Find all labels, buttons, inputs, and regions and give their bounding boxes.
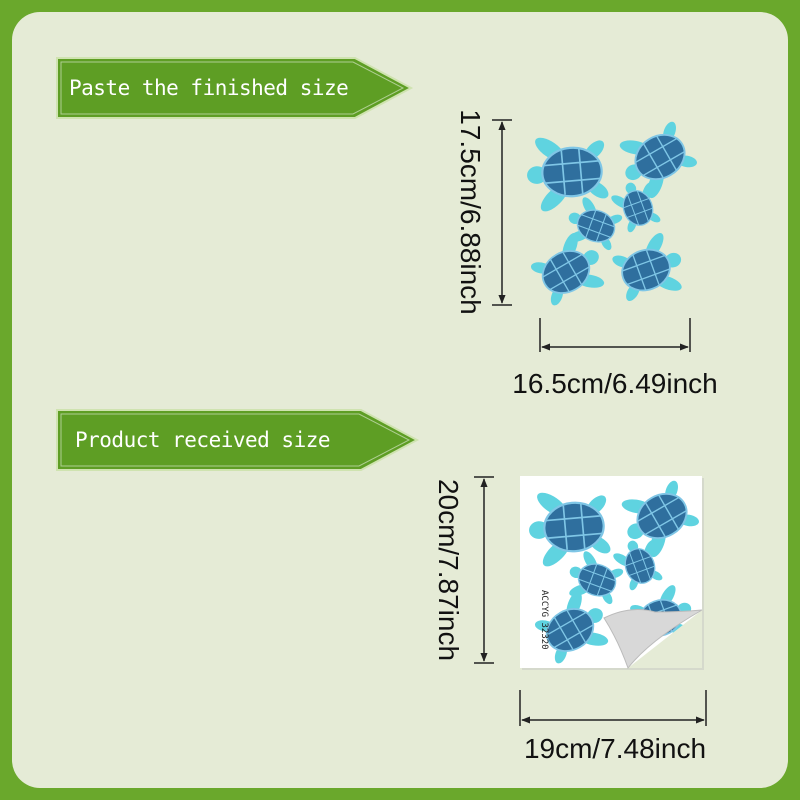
turtle-image: [607, 108, 708, 209]
turtle-image: [522, 126, 615, 219]
finished-width-label: 16.5cm/6.49inch: [512, 368, 718, 399]
received-size-label: Product received size: [75, 428, 331, 452]
width-dimension-received: [519, 690, 707, 726]
received-height-label: 20cm/7.87inch: [433, 478, 464, 662]
turtle-image: [604, 224, 694, 314]
sticker-sheet: ACCYG 32320: [520, 467, 710, 676]
banner-arrow-shape: [56, 409, 420, 471]
finished-height-label: 17.5cm/6.88inch: [455, 109, 486, 315]
sheet-code: ACCYG 32320: [539, 590, 549, 650]
height-dimension-received: [474, 476, 494, 664]
finished-turtles: [521, 108, 708, 318]
finished-size-label: Paste the finished size: [69, 76, 349, 100]
height-dimension-finished: [492, 119, 512, 306]
width-dimension-finished: [539, 318, 691, 352]
finished-size-banner: Paste the finished size: [55, 56, 415, 120]
received-size-banner: Product received size: [55, 408, 421, 472]
received-width-label: 19cm/7.48inch: [523, 733, 707, 764]
banner-arrow-shape: [56, 57, 414, 119]
